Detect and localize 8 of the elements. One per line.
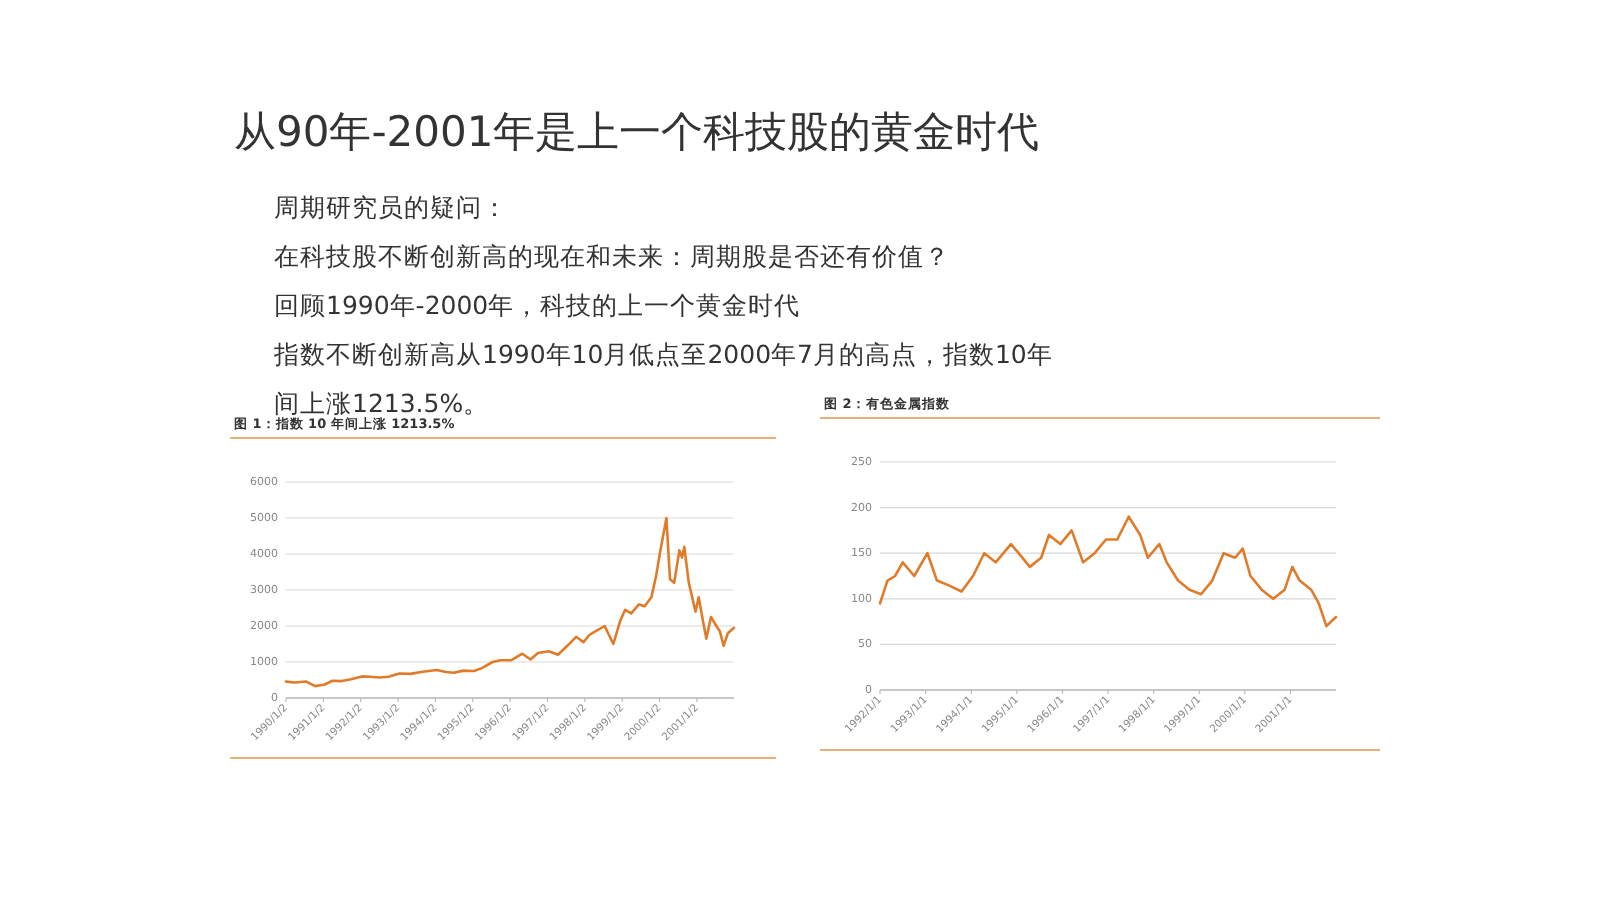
text: 从90年-2001年是上一个科技股的黄金时代 <box>234 108 1040 156</box>
text: 指数不断创新高从1990年10月低点至2000年7月的高点，指数10年 <box>272 339 1053 369</box>
text: 间上涨1213.5%。 <box>274 388 490 418</box>
line-series <box>284 516 736 688</box>
text: 周期研究员的疑问： <box>274 192 508 222</box>
text: 回顾1990年-2000年，科技的上一个黄金时代 <box>274 290 801 320</box>
line-series <box>878 515 1338 628</box>
text: 在科技股不断创新高的现在和未来：周期股是否还有价值？ <box>274 241 950 271</box>
